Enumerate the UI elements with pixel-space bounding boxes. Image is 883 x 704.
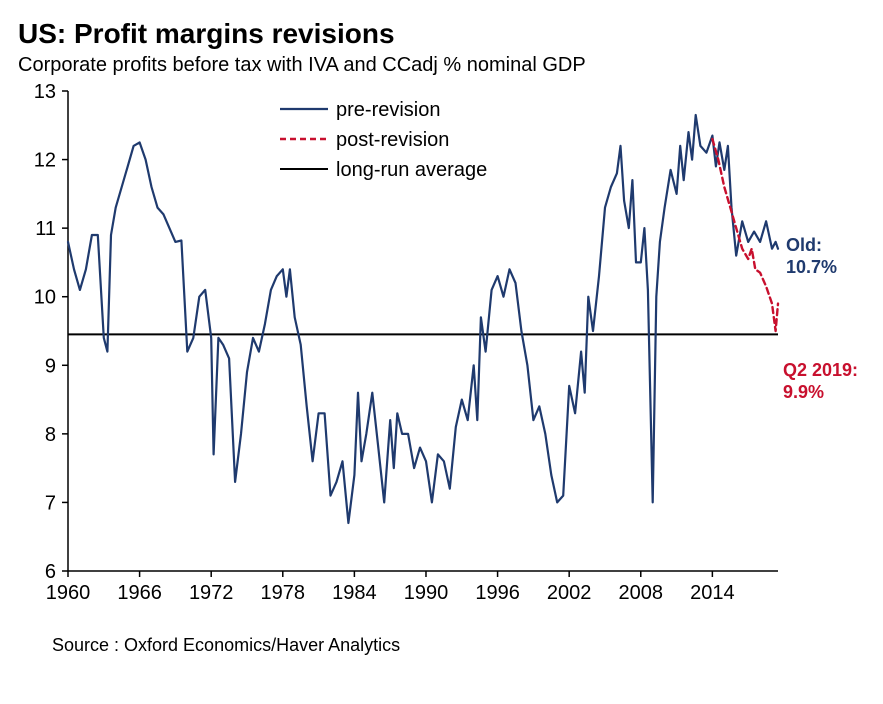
svg-text:long-run average: long-run average — [336, 159, 487, 181]
chart-area: 6 7 8 9 10 11 12 13 1960 1966 1972 1978 1984 1990 1996… — [18, 81, 865, 621]
svg-text:10: 10 — [34, 287, 56, 309]
svg-text:1960: 1960 — [46, 582, 91, 604]
svg-text:1966: 1966 — [117, 582, 162, 604]
chart-subtitle: Corporate profits before tax with IVA an… — [18, 54, 865, 77]
chart-svg: 6 7 8 9 10 11 12 13 1960 1966 1972 1978 1984 1990 1996… — [18, 81, 865, 621]
chart-source: Source : Oxford Economics/Haver Analytic… — [52, 635, 865, 656]
svg-text:6: 6 — [45, 561, 56, 583]
svg-text:2002: 2002 — [547, 582, 592, 604]
svg-text:post-revision: post-revision — [336, 129, 449, 151]
chart-title: US: Profit margins revisions — [18, 18, 865, 50]
svg-text:Old:: Old: — [786, 235, 822, 255]
svg-text:1984: 1984 — [332, 582, 377, 604]
svg-text:12: 12 — [34, 150, 56, 172]
svg-text:Q2 2019:: Q2 2019: — [783, 360, 858, 380]
svg-text:1978: 1978 — [261, 582, 306, 604]
svg-text:11: 11 — [35, 218, 56, 240]
svg-text:2008: 2008 — [619, 582, 664, 604]
svg-text:13: 13 — [34, 81, 56, 103]
svg-text:9: 9 — [45, 355, 56, 377]
svg-text:7: 7 — [45, 492, 56, 514]
svg-text:2014: 2014 — [690, 582, 735, 604]
svg-text:9.9%: 9.9% — [783, 382, 824, 402]
svg-text:pre-revision: pre-revision — [336, 99, 440, 121]
svg-text:1972: 1972 — [189, 582, 234, 604]
svg-text:1990: 1990 — [404, 582, 449, 604]
svg-text:10.7%: 10.7% — [786, 257, 837, 277]
svg-text:1996: 1996 — [475, 582, 520, 604]
svg-text:8: 8 — [45, 424, 56, 446]
